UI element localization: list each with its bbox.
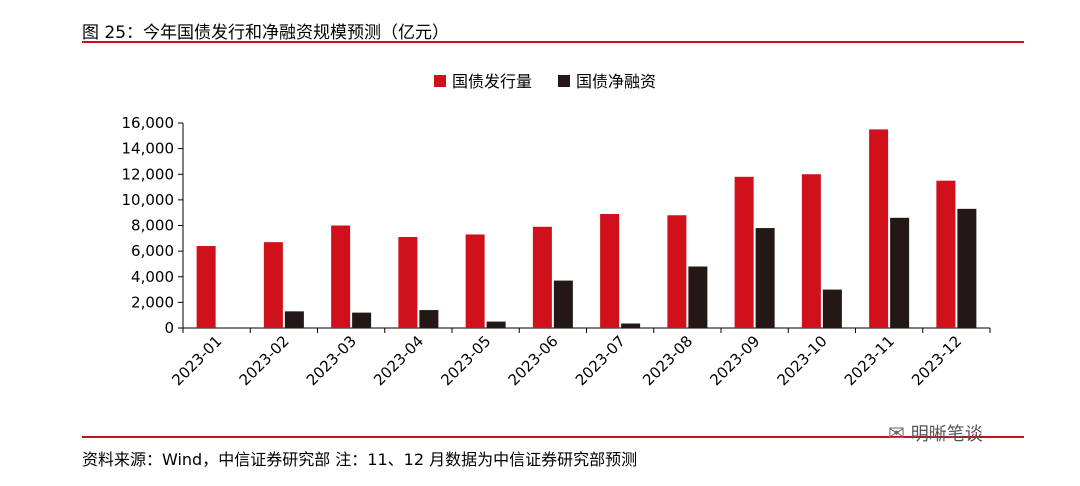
bar-net-financing [621, 323, 641, 328]
bar-issuance [532, 226, 552, 328]
y-tick-label: 12,000 [122, 165, 175, 183]
bar-net-financing [486, 321, 506, 328]
bar-net-financing [419, 310, 439, 328]
y-tick-label: 4,000 [131, 268, 174, 286]
x-tick-label: 2023-04 [370, 332, 427, 389]
x-axis: 2023-01 2023-02 2023-03 2023-04 2023-05 2023-… [168, 327, 991, 389]
source-note: 资料来源：Wind，中信证券研究部 注：11、12 月数据为中信证券研究部预测 [82, 450, 638, 469]
bar-issuance [465, 234, 485, 328]
bar-issuance [734, 176, 754, 328]
x-tick-label: 2023-10 [774, 332, 831, 389]
bar-net-financing [957, 208, 977, 328]
y-tick-label: 16,000 [122, 114, 175, 132]
title-rule [82, 41, 1024, 43]
source-rule [82, 436, 1024, 438]
y-tick-label: 10,000 [122, 191, 175, 209]
bar-issuance [667, 215, 687, 328]
bar-net-financing [352, 312, 372, 328]
legend-label: 国债净融资 [576, 72, 656, 91]
bar-issuance [398, 237, 418, 328]
bar-net-financing [890, 217, 910, 328]
bar-issuance [331, 225, 351, 328]
bar-issuance [936, 180, 956, 328]
bar-issuance [263, 242, 283, 328]
y-tick-label: 0 [164, 319, 174, 337]
y-tick-label: 14,000 [122, 140, 175, 158]
x-tick-label: 2023-07 [572, 332, 629, 389]
bar-net-financing [755, 228, 775, 328]
legend-swatch [434, 75, 446, 87]
x-tick-label: 2023-02 [236, 332, 293, 389]
bar-issuance [801, 174, 821, 328]
legend-swatch [558, 75, 570, 87]
chart-legend: 国债发行量 国债净融资 [434, 72, 656, 91]
bar-net-financing [284, 311, 304, 328]
bar-net-financing [553, 280, 573, 328]
x-tick-label: 2023-06 [505, 332, 562, 389]
bar-issuance [869, 129, 889, 328]
y-tick-label: 2,000 [131, 293, 174, 311]
watermark-text: 明晰笔谈 [910, 424, 983, 445]
y-axis: 0 2,000 4,000 6,000 8,000 10,000 12,000 14,000 1… [122, 114, 184, 337]
x-tick-label: 2023-03 [303, 332, 360, 389]
x-tick-label: 2023-08 [639, 332, 696, 389]
x-tick-label: 2023-05 [437, 332, 494, 389]
bar-net-financing [822, 289, 842, 328]
bar-issuance [600, 213, 620, 328]
figure-title: 图 25：今年国债发行和净融资规模预测（亿元） [82, 23, 450, 43]
x-tick-label: 2023-12 [908, 332, 965, 389]
y-tick-label: 6,000 [131, 242, 174, 260]
y-tick-label: 8,000 [131, 217, 174, 235]
bar-net-financing [688, 266, 708, 328]
wechat-icon: ✉ [888, 421, 905, 445]
x-tick-label: 2023-11 [841, 332, 898, 389]
watermark: ✉ 明晰笔谈 [888, 420, 983, 446]
legend-label: 国债发行量 [452, 72, 532, 91]
bar-series [196, 129, 977, 328]
bar-issuance [196, 246, 216, 328]
x-tick-label: 2023-01 [168, 332, 225, 389]
x-tick-label: 2023-09 [706, 332, 763, 389]
